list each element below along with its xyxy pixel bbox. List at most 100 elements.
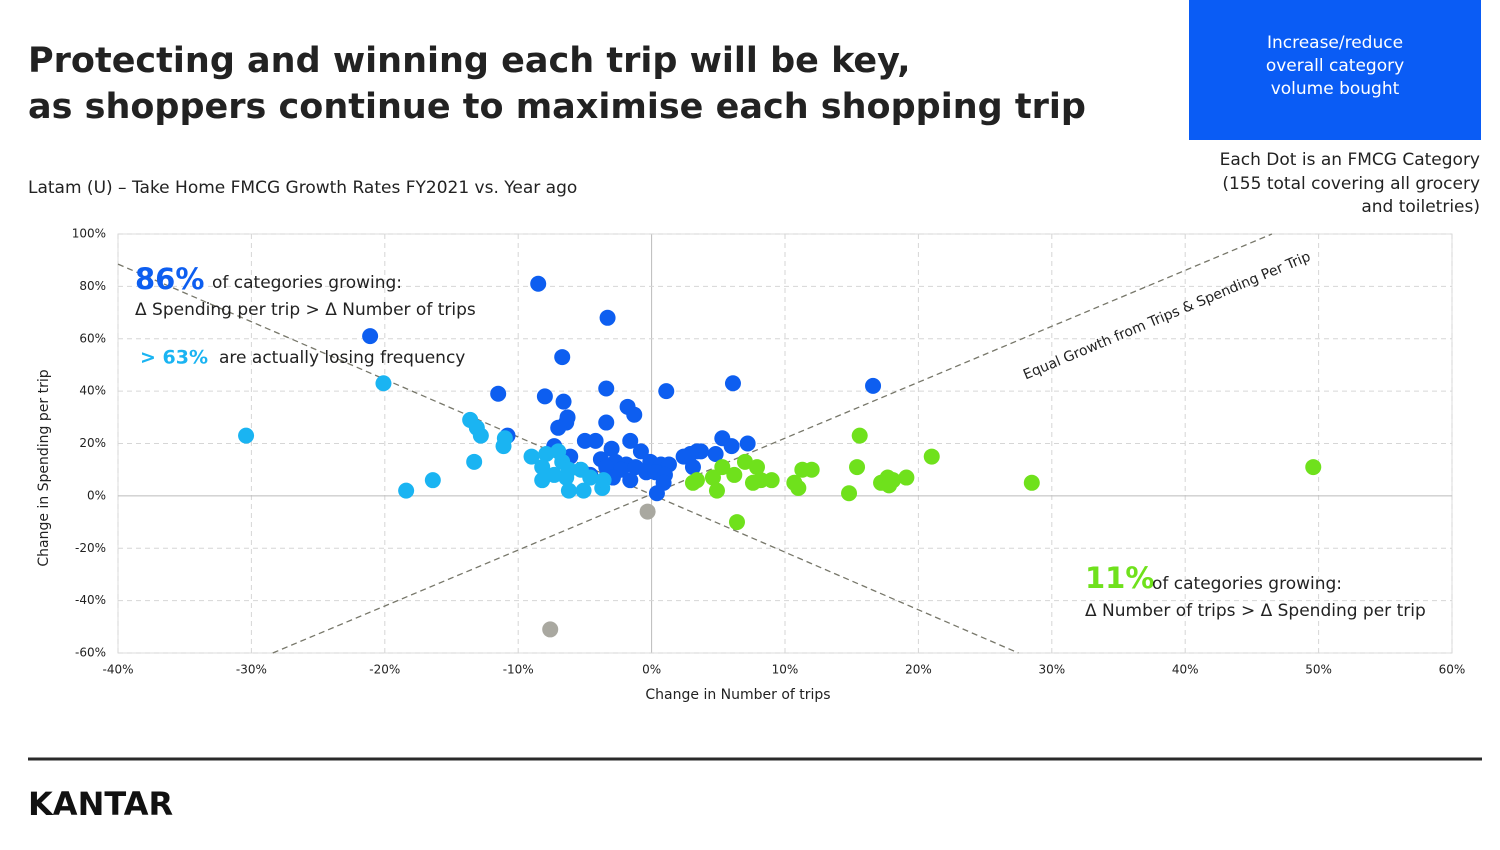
dot [598, 414, 615, 431]
dot [726, 466, 743, 483]
dot [675, 448, 692, 465]
dot [550, 443, 567, 460]
dot [881, 477, 898, 494]
x-tick-label: -40% [102, 663, 133, 677]
dot [803, 461, 820, 478]
x-tick-label: -30% [236, 663, 267, 677]
reference-line-label: Equal Growth from Trips & Spending Per T… [1021, 249, 1313, 384]
y-axis-label: Change in Spending per trip [36, 369, 52, 566]
annotation-text: of categories growing: [212, 273, 402, 293]
dot [536, 388, 553, 405]
dot [707, 445, 724, 462]
x-tick-label: 0% [642, 663, 661, 677]
dot [723, 438, 740, 455]
series [238, 375, 612, 499]
x-tick-label: 10% [772, 663, 799, 677]
dot [923, 448, 940, 465]
x-tick-label: 50% [1305, 663, 1332, 677]
annotation-text: Δ Spending per trip > Δ Number of trips [135, 300, 476, 320]
x-tick-label: 40% [1172, 663, 1199, 677]
dot [538, 445, 555, 462]
annotation-highlight: > 63% [140, 347, 208, 369]
y-tick-label: 60% [79, 331, 106, 345]
dot [558, 469, 575, 486]
x-axis-label: Change in Number of trips [645, 687, 830, 703]
chart-subtitle: Latam (U) – Take Home FMCG Growth Rates … [28, 178, 577, 198]
dot [841, 485, 858, 502]
dot [398, 482, 415, 499]
annotation-highlight: 11% [1085, 561, 1154, 595]
dot [424, 472, 441, 489]
info-box-text: Increase/reduce [1267, 33, 1403, 53]
dot [560, 482, 577, 499]
dot [534, 472, 551, 489]
dot [1023, 474, 1040, 491]
slide-title: as shoppers continue to maximise each sh… [28, 87, 1086, 127]
annotation-text: Δ Number of trips > Δ Spending per trip [1085, 601, 1426, 621]
dot [587, 432, 604, 449]
dot [626, 406, 643, 423]
dot [748, 459, 765, 476]
info-box [1189, 0, 1481, 140]
dot [790, 480, 807, 497]
dot [582, 469, 599, 486]
x-tick-label: 20% [905, 663, 932, 677]
dot [595, 472, 612, 489]
dot [546, 466, 563, 483]
x-tick-label: 60% [1439, 663, 1466, 677]
dot [603, 440, 620, 457]
dot [708, 482, 725, 499]
dot [472, 427, 489, 444]
dot [554, 349, 571, 366]
dot [530, 275, 547, 292]
dot [865, 377, 882, 394]
dot [622, 472, 639, 489]
series [362, 275, 882, 502]
dot [598, 380, 615, 397]
dot [575, 482, 592, 499]
dot [704, 469, 721, 486]
dot [714, 459, 731, 476]
dot [658, 383, 675, 400]
dot [728, 514, 745, 531]
dot [684, 474, 701, 491]
dot [724, 375, 741, 392]
dot [739, 435, 756, 452]
x-tick-label: 30% [1038, 663, 1065, 677]
dot [490, 385, 507, 402]
dot [362, 328, 379, 345]
grid [117, 233, 1453, 654]
dot [542, 621, 559, 638]
dot [1305, 459, 1322, 476]
dot [851, 427, 868, 444]
dot [763, 472, 780, 489]
info-box-text: overall category [1266, 56, 1404, 76]
dot [534, 459, 551, 476]
note: (155 total covering all grocery [1222, 174, 1480, 194]
x-tick-label: -10% [503, 663, 534, 677]
reference-line [272, 233, 1273, 654]
y-tick-label: -40% [75, 593, 106, 607]
annotation-text: of categories growing: [1152, 574, 1342, 594]
y-tick-label: -20% [75, 541, 106, 555]
dot [622, 432, 639, 449]
series [542, 503, 656, 638]
y-tick-label: 20% [79, 436, 106, 450]
dot [639, 503, 656, 520]
dot [466, 453, 483, 470]
info-box-text: volume bought [1271, 79, 1400, 99]
y-tick-label: -60% [75, 646, 106, 660]
dot [555, 393, 572, 410]
dot [736, 453, 753, 470]
annotation-highlight: 86% [135, 262, 204, 296]
note: and toiletries) [1361, 197, 1480, 217]
dot [849, 459, 866, 476]
y-tick-label: 80% [79, 279, 106, 293]
y-tick-label: 0% [87, 488, 106, 502]
slide-title: Protecting and winning each trip will be… [28, 41, 911, 81]
dot [898, 469, 915, 486]
dot [744, 474, 761, 491]
dot [523, 448, 540, 465]
x-tick-label: -20% [369, 663, 400, 677]
